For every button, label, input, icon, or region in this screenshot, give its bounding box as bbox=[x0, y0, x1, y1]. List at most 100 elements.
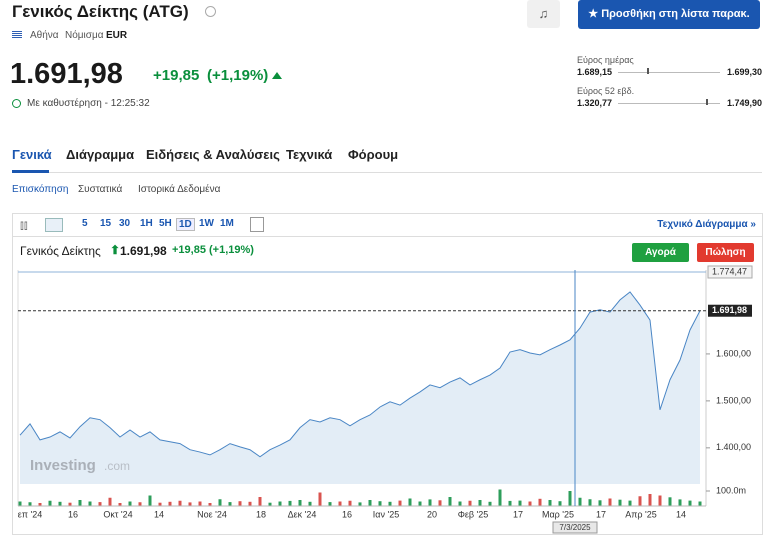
volume-bar bbox=[38, 503, 42, 506]
volume-bar bbox=[68, 502, 72, 506]
tab[interactable]: Φόρουμ bbox=[348, 147, 399, 162]
volume-bar bbox=[418, 501, 422, 506]
range-high: 1.749,90 bbox=[726, 98, 762, 108]
volume-bar bbox=[88, 501, 92, 506]
x-tick-label: Φεβ '25 bbox=[458, 509, 489, 519]
volume-bar bbox=[168, 501, 172, 506]
indicator-icon[interactable] bbox=[250, 217, 264, 232]
volume-bar bbox=[338, 501, 342, 506]
volume-bar bbox=[118, 503, 122, 506]
tab[interactable]: Γενικά bbox=[12, 147, 52, 162]
high-label-box bbox=[707, 265, 753, 279]
buy-button[interactable]: Αγορά bbox=[632, 243, 689, 262]
volume-bar bbox=[18, 501, 22, 506]
volume-bar bbox=[268, 502, 272, 506]
flag bbox=[12, 31, 22, 38]
candle-icon[interactable]: ⫾⫾ bbox=[20, 218, 28, 232]
x-tick-label: 17 bbox=[596, 509, 606, 519]
volume-bar bbox=[368, 500, 372, 506]
area-icon[interactable] bbox=[45, 218, 63, 232]
volume-bar bbox=[248, 501, 252, 506]
x-tick-label: 16 bbox=[68, 509, 78, 519]
range-bar bbox=[618, 72, 720, 73]
volume-bar bbox=[198, 501, 202, 506]
volume-bar bbox=[298, 500, 302, 506]
volume-bar bbox=[648, 494, 652, 506]
volume-bar bbox=[488, 501, 492, 506]
interval[interactable]: 1W bbox=[199, 218, 214, 229]
sell-button[interactable]: Πώληση bbox=[697, 243, 754, 262]
interval[interactable]: 1H bbox=[140, 218, 153, 229]
x-tick-label: 16 bbox=[342, 509, 352, 519]
watchlist-button[interactable]: ★ Προσθήκη στη λίστα παρακ. bbox=[578, 0, 760, 29]
volume-bar bbox=[28, 502, 32, 506]
tab[interactable]: Τεχνικά bbox=[286, 147, 333, 162]
volume-bar bbox=[148, 495, 152, 506]
volume-bar bbox=[558, 501, 562, 506]
chart-name: Γενικός Δείκτης bbox=[20, 244, 101, 258]
volume-bar bbox=[528, 501, 532, 506]
tab[interactable]: Διάγραμμα bbox=[66, 147, 135, 162]
volume-bar bbox=[358, 502, 362, 506]
interval[interactable]: 30 bbox=[119, 218, 131, 229]
volume-bar bbox=[408, 498, 412, 506]
watchlist-label[interactable]: Προσθήκη στη λίστα παρακ. bbox=[601, 8, 750, 20]
tab[interactable]: Ειδήσεις & Αναλύσεις bbox=[146, 147, 280, 162]
price: 1.691,98 bbox=[10, 58, 123, 90]
volume-tick-label: 100.0m bbox=[716, 485, 746, 495]
volume-bar bbox=[318, 492, 322, 506]
volume-bar bbox=[348, 500, 352, 506]
alert-button[interactable]: ♫ bbox=[527, 0, 560, 28]
volume-bar bbox=[698, 501, 702, 506]
volume-bar bbox=[688, 500, 692, 506]
range-label: Εύρος 52 εβδ. bbox=[577, 86, 635, 96]
range-marker bbox=[706, 99, 708, 105]
technical-link[interactable]: Τεχνικό Διάγραμμα » bbox=[657, 219, 756, 230]
volume-bar bbox=[608, 498, 612, 506]
range-label: Εύρος ημέρας bbox=[577, 55, 634, 65]
volume-bar bbox=[308, 501, 312, 506]
volume-bar bbox=[568, 491, 572, 506]
volume-bar bbox=[208, 503, 212, 506]
currency-label: Νόμισμα bbox=[65, 30, 104, 41]
price-area bbox=[20, 291, 700, 484]
volume-bar bbox=[288, 500, 292, 506]
x-tick-label: 14 bbox=[676, 509, 686, 519]
volume-bar bbox=[658, 495, 662, 506]
volume-bar bbox=[58, 501, 62, 506]
volume-bar bbox=[228, 502, 232, 506]
interval[interactable]: 1D bbox=[176, 218, 195, 231]
subtab[interactable]: Συστατικά bbox=[78, 184, 123, 195]
x-tick-label: 17 bbox=[513, 509, 523, 519]
interval[interactable]: 5H bbox=[159, 218, 172, 229]
volume-bar bbox=[238, 501, 242, 506]
range-low: 1.320,77 bbox=[577, 98, 613, 108]
interval[interactable]: 15 bbox=[100, 218, 112, 229]
range-bar bbox=[618, 103, 720, 104]
volume-bar bbox=[538, 498, 542, 506]
change-pct: (+1,19%) bbox=[207, 67, 269, 84]
chart-arrow: ⬆ bbox=[110, 243, 121, 257]
tab-divider bbox=[12, 172, 762, 173]
subtab[interactable]: Επισκόπηση bbox=[12, 184, 69, 195]
volume-bar bbox=[478, 500, 482, 506]
subtab[interactable]: Ιστορικά Δεδομένα bbox=[138, 184, 221, 195]
volume-bar bbox=[438, 500, 442, 506]
interval[interactable]: 5 bbox=[82, 218, 88, 229]
title: Γενικός Δείκτης (ATG) bbox=[12, 2, 189, 21]
volume-bar bbox=[398, 500, 402, 506]
toolbar-divider bbox=[12, 236, 762, 237]
info-icon[interactable] bbox=[205, 6, 216, 17]
volume-bar bbox=[48, 500, 52, 506]
delay: Με καθυστέρηση - 12:25:32 bbox=[27, 98, 150, 109]
volume-bar bbox=[588, 499, 592, 506]
x-tick-label: επ '24 bbox=[18, 509, 42, 519]
volume-bar bbox=[278, 501, 282, 506]
range-high: 1.699,30 bbox=[726, 67, 762, 77]
volume-bar bbox=[618, 499, 622, 506]
crosshair-date-box bbox=[552, 521, 598, 534]
volume-bar bbox=[638, 496, 642, 506]
up-arrow bbox=[272, 72, 282, 79]
interval[interactable]: 1M bbox=[220, 218, 234, 229]
volume-bar bbox=[508, 500, 512, 506]
